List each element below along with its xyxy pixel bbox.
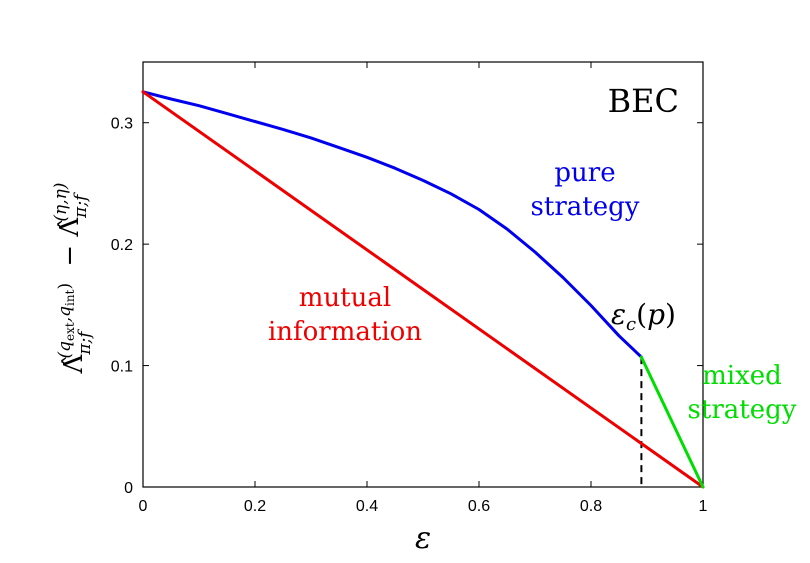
y-tick-label-0: 0 [124,480,133,497]
x-tick-label-5: 1 [699,498,708,515]
series-layer [141,90,705,489]
x-tick-label-0: 0 [139,498,148,515]
plot-frame [142,61,704,488]
mutual-series-line [141,90,705,489]
y-tick-label-1: 0.1 [111,359,133,376]
y-tick-label-2: 0.2 [111,237,133,254]
threshold-label: εc(p) [611,298,676,335]
svg-text:εc(p): εc(p) [611,298,676,335]
x-tick-label-3: 0.6 [468,498,490,515]
mutual-label-line1: mutual [299,283,391,313]
svg-text:Λ̂π;f(qext,qint) − Λ̂π;f(η,η): Λ̂π;f(qext,qint) − Λ̂π;f(η,η) [51,183,95,375]
mixed-series-line [639,355,705,489]
x-axis-label: ε [415,521,431,556]
axis-ticks: 0 0.2 0.4 0.6 0.8 1 0 0.1 0.2 0.3 [111,62,708,515]
mixed-label-line1: mixed [702,361,782,391]
x-tick-label-2: 0.4 [356,498,378,515]
y-tick-label-3: 0.3 [111,116,133,133]
pure-label-line2: strategy [531,192,640,222]
pure-label-line1: pure [554,158,615,188]
pure-series-line [141,90,643,359]
x-tick-label-4: 0.8 [580,498,602,515]
mixed-label-line2: strategy [688,395,797,425]
x-tick-label-1: 0.2 [244,498,266,515]
chart-title: BEC [608,82,679,120]
y-axis-label: Λ̂π;f(qext,qint) − Λ̂π;f(η,η) [51,183,95,375]
mutual-label-line2: information [268,317,422,347]
